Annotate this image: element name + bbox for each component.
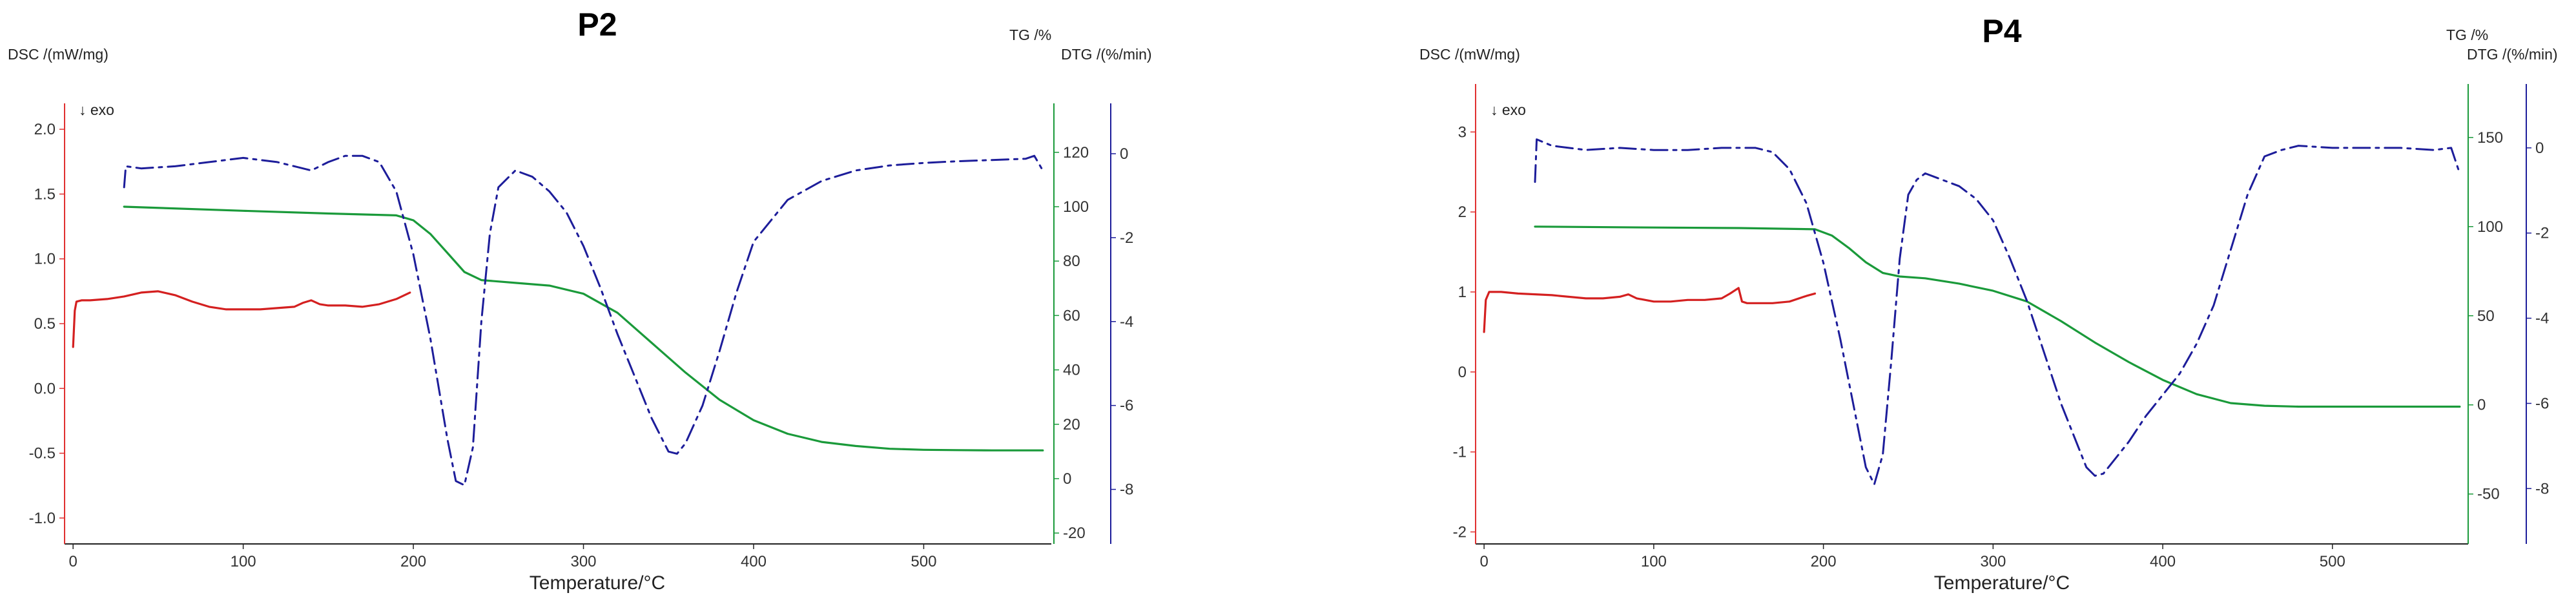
x-axis-label: Temperature/°C (1934, 572, 2070, 594)
dsc-tick-label: 0 (1458, 364, 1467, 381)
dtg-axis-label: DTG /(%/min) (1061, 46, 1152, 63)
tg-tick-label: 80 (1063, 253, 1080, 270)
x-tick-label: 100 (231, 553, 256, 570)
dsc-series-line (1483, 287, 1817, 333)
dtg-tick-label: -2 (2535, 225, 2549, 242)
dtg-series-line (1534, 138, 2461, 486)
tg-series-line (1534, 225, 2461, 408)
chart-title: P2 (577, 6, 617, 43)
chart-p4: P4 DSC /(mW/mg) TG /% DTG /(%/min) ↓ exo… (1419, 13, 2558, 594)
x-tick-label: 0 (1479, 553, 1488, 570)
x-tick-label: 400 (741, 553, 767, 570)
tg-tick-label: 0 (1063, 470, 1071, 488)
x-tick-label: 500 (2320, 553, 2345, 570)
dsc-tick-label: 0.0 (34, 380, 56, 397)
x-tick-label: 400 (2150, 553, 2176, 570)
dsc-tick-label: 2.0 (34, 121, 56, 138)
chart-title: P4 (1982, 13, 2021, 49)
dsc-tick-label: -1.0 (29, 510, 56, 527)
tg-axis-label: TG /% (1009, 26, 1051, 43)
dsc-axis-label: DSC /(mW/mg) (8, 46, 108, 63)
chart-p2: P2 DSC /(mW/mg) TG /% DTG /(%/min) ↓ exo… (8, 6, 1152, 594)
dtg-series-line (123, 154, 1044, 486)
tg-tick-label: -50 (2477, 486, 2500, 503)
tg-tick-label: 100 (1063, 198, 1089, 216)
dsc-tick-label: -1 (1453, 444, 1467, 461)
tg-tick-label: 50 (2477, 307, 2495, 325)
dsc-tick-label: 1.0 (34, 251, 56, 268)
dtg-axis-label: DTG /(%/min) (2467, 46, 2558, 63)
exo-indicator: ↓ exo (79, 101, 114, 118)
tg-tick-label: 120 (1063, 144, 1089, 161)
dsc-tick-label: 2 (1458, 203, 1467, 221)
dsc-tick-label: 3 (1458, 123, 1467, 141)
tg-tick-label: -20 (1063, 525, 1086, 542)
dtg-tick-label: -4 (2535, 310, 2549, 328)
dsc-series-line (72, 290, 411, 348)
dsc-axis-label: DSC /(mW/mg) (1419, 46, 1520, 63)
tg-tick-label: 60 (1063, 307, 1080, 324)
x-tick-label: 300 (570, 553, 596, 570)
tg-tick-label: 100 (2477, 218, 2503, 236)
dtg-tick-label: -8 (2535, 480, 2549, 497)
x-tick-label: 300 (1980, 553, 2006, 570)
x-tick-label: 200 (400, 553, 426, 570)
x-tick-label: 200 (1811, 553, 1837, 570)
tg-tick-label: 150 (2477, 129, 2503, 147)
dtg-tick-label: -4 (1120, 313, 1133, 331)
tg-series-line (123, 205, 1044, 452)
dtg-tick-label: -6 (2535, 395, 2549, 412)
x-tick-label: 0 (68, 553, 77, 570)
tg-tick-label: 40 (1063, 362, 1080, 379)
dtg-tick-label: 0 (1120, 145, 1128, 163)
dtg-tick-label: -8 (1120, 481, 1133, 499)
x-tick-label: 100 (1641, 553, 1667, 570)
dsc-tick-label: 1 (1458, 284, 1467, 301)
dsc-tick-label: 1.5 (34, 185, 56, 203)
tg-tick-label: 20 (1063, 416, 1080, 433)
exo-indicator: ↓ exo (1490, 101, 1526, 118)
x-tick-label: 500 (911, 553, 936, 570)
dsc-tick-label: -0.5 (29, 445, 56, 463)
tg-tick-label: 0 (2477, 397, 2486, 414)
dtg-tick-label: -2 (1120, 229, 1133, 247)
dtg-tick-label: 0 (2535, 140, 2544, 157)
tg-axis-label: TG /% (2446, 26, 2488, 43)
dsc-tick-label: -2 (1453, 523, 1467, 541)
x-axis-label: Temperature/°C (530, 572, 665, 594)
dtg-tick-label: -6 (1120, 397, 1133, 415)
dsc-tick-label: 0.5 (34, 315, 56, 333)
